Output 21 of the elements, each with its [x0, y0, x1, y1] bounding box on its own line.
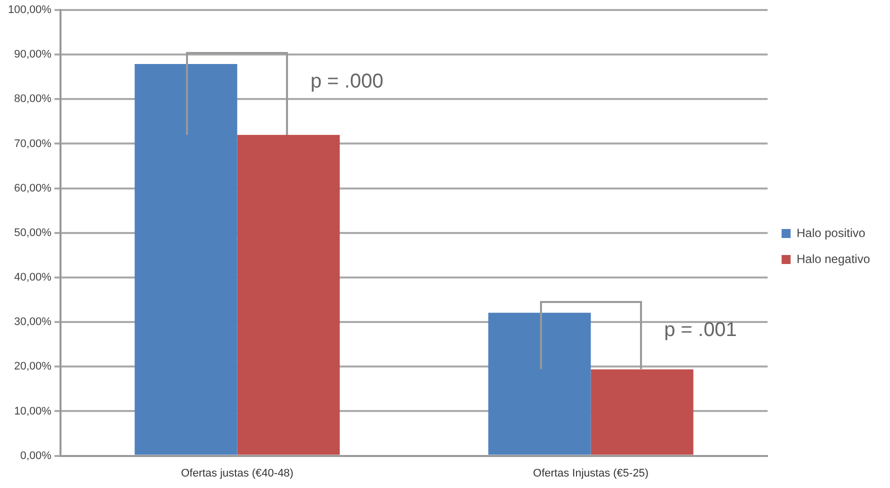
bar — [590, 369, 694, 455]
annotation: p = .001 — [664, 319, 737, 342]
y-tick-label: 10,00% — [14, 405, 52, 418]
y-tick-label: 50,00% — [14, 226, 52, 239]
y-tick-label: 30,00% — [14, 316, 52, 328]
x-tick-label: Ofertas justas (€40-48) — [180, 467, 294, 480]
bar — [488, 312, 591, 455]
y-tick-label: 100,00% — [8, 4, 52, 16]
y-tick-label: 90,00% — [14, 48, 52, 61]
bar — [237, 134, 340, 455]
y-tick-label: 0,00% — [20, 450, 52, 462]
y-tick-label: 70,00% — [14, 138, 52, 150]
legend-label: Halo negativo — [796, 252, 870, 266]
y-tick-label: 20,00% — [14, 360, 52, 373]
bar — [134, 64, 238, 455]
x-tick-label: Ofertas Injustas (€5-25) — [533, 467, 649, 480]
y-tick-label: 60,00% — [14, 182, 52, 194]
annotation: p = .000 — [310, 70, 384, 92]
y-tick-label: 40,00% — [14, 272, 52, 284]
legend-label: Halo positivo — [796, 226, 866, 240]
y-tick-label: 80,00% — [14, 93, 52, 106]
